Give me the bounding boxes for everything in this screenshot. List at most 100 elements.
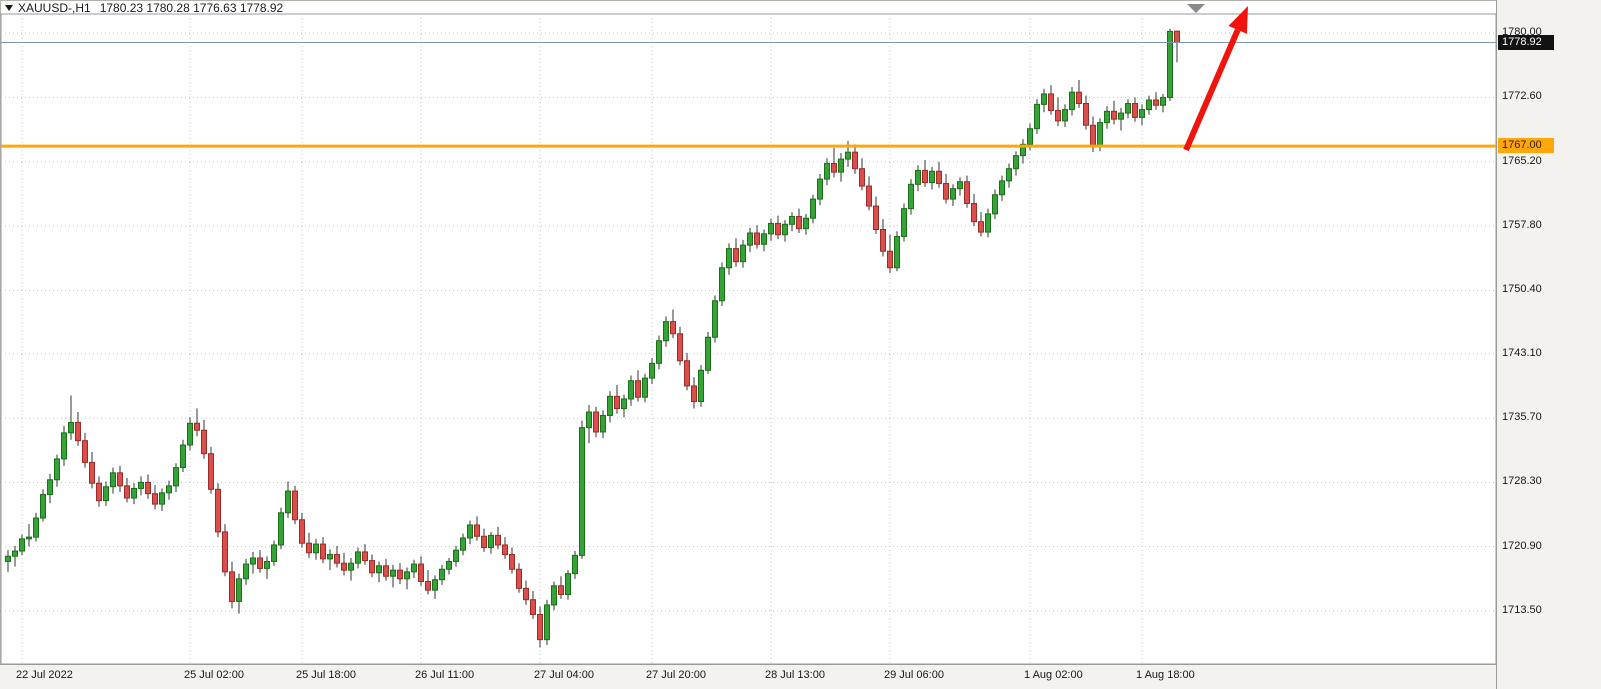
candle-bullish [61, 432, 67, 460]
price-axis-label: 1713.50 [1502, 603, 1542, 616]
candle-bullish [1160, 96, 1166, 106]
candle-bearish [82, 440, 88, 463]
candle-bearish [880, 229, 886, 252]
candle-bullish [19, 538, 25, 552]
candle-bullish [390, 569, 396, 577]
candle-bearish [215, 488, 221, 533]
candle-bearish [558, 585, 564, 595]
price-axis-label: 1772.60 [1502, 90, 1542, 103]
candle-bearish [222, 531, 228, 573]
candle-bullish [551, 585, 557, 606]
candle-bullish [1118, 112, 1124, 120]
candle-bullish [810, 198, 816, 219]
symbol-dropdown-icon[interactable] [5, 5, 13, 11]
candle-bearish [733, 248, 739, 263]
candle-bullish [586, 411, 592, 429]
candle-bullish [838, 158, 844, 173]
candle-bullish [278, 512, 284, 546]
candle-bullish [187, 422, 193, 446]
time-axis-label: 29 Jul 06:00 [884, 669, 944, 681]
candle-bullish [348, 562, 354, 571]
candle-bearish [306, 542, 312, 554]
candle-bearish [117, 472, 123, 487]
candle-bearish [677, 333, 683, 362]
candle-bullish [999, 180, 1005, 196]
candle-bearish [635, 380, 641, 398]
candle-bullish [103, 486, 109, 502]
candle-bearish [208, 453, 214, 490]
object-anchor-triangle-icon [1187, 4, 1205, 13]
candle-bearish [96, 482, 102, 502]
candle-bearish [425, 580, 431, 591]
candle-bullish [712, 300, 718, 338]
candle-bearish [754, 232, 760, 245]
time-axis-label: 1 Aug 18:00 [1136, 669, 1195, 681]
price-axis-label: 1743.10 [1502, 346, 1542, 359]
candle-bearish [397, 569, 403, 580]
candle-bullish [817, 178, 823, 200]
candle-bearish [299, 519, 305, 544]
candle-bullish [5, 555, 11, 562]
current-price-badge: 1778.92 [1498, 34, 1554, 50]
candle-bullish [327, 554, 333, 560]
symbol-timeframe-label: XAUUSD-,H1 [18, 1, 91, 15]
candle-bullish [761, 233, 767, 245]
candle-bullish [264, 560, 270, 569]
candle-bullish [110, 472, 116, 488]
candle-bullish [1062, 109, 1068, 122]
candle-bearish [873, 205, 879, 231]
candle-bullish [565, 573, 571, 595]
candle-bearish [145, 481, 151, 495]
candle-bullish [1104, 110, 1110, 124]
candle-bearish [334, 554, 340, 564]
candle-bullish [957, 181, 963, 190]
price-axis-label: 1750.40 [1502, 283, 1542, 296]
candle-bearish [852, 151, 858, 170]
candle-bearish [796, 215, 802, 230]
candle-bearish [775, 222, 781, 236]
plot-area[interactable] [0, 13, 1497, 665]
candle-bearish [502, 544, 508, 556]
candle-bearish [481, 535, 487, 549]
candle-bullish [908, 183, 914, 210]
candle-bearish [691, 385, 697, 403]
candle-bullish [439, 568, 445, 581]
chart-header: XAUUSD-,H1 1780.23 1780.28 1776.63 1778.… [5, 1, 283, 15]
candle-bullish [985, 213, 991, 233]
candle-bearish [509, 554, 515, 570]
candle-bearish [971, 202, 977, 223]
candle-bearish [194, 422, 200, 431]
candle-bullish [719, 267, 725, 302]
candle-bullish [1069, 91, 1075, 111]
candle-bullish [47, 479, 53, 496]
candle-bearish [859, 168, 865, 187]
candle-bullish [747, 232, 753, 246]
candle-bullish [1013, 155, 1019, 170]
time-axis[interactable]: 22 Jul 2022 25 Jul 02:00 25 Jul 18:00 26 Ju… [0, 664, 1496, 689]
candle-bearish [1111, 110, 1117, 120]
candle-bullish [656, 340, 662, 364]
candle-bullish [789, 215, 795, 225]
price-axis[interactable]: 1780.00 1772.60 1765.20 1757.80 1750.40 1743.… [1496, 0, 1601, 689]
candlestick-series [5, 28, 1180, 648]
ohlc-readout: 1780.23 1780.28 1776.63 1778.92 [99, 1, 284, 15]
candle-bullish [726, 248, 732, 269]
candle-bullish [131, 487, 137, 499]
candle-bullish [1034, 103, 1040, 130]
candle-bearish [936, 170, 942, 184]
candle-bullish [950, 188, 956, 200]
candle-bullish [1097, 122, 1103, 148]
candle-bullish [621, 398, 627, 410]
candle-bullish [376, 565, 382, 574]
candle-bearish [530, 599, 536, 615]
candle-bearish [320, 543, 326, 560]
candle-bearish [887, 250, 893, 269]
candle-bearish [229, 571, 235, 602]
trend-arrow-annotation[interactable] [1183, 6, 1248, 152]
candle-bullish [40, 494, 46, 519]
candle-bullish [768, 222, 774, 235]
candle-bullish [33, 517, 39, 538]
candle-bullish [782, 223, 788, 236]
candle-bullish [285, 490, 291, 514]
